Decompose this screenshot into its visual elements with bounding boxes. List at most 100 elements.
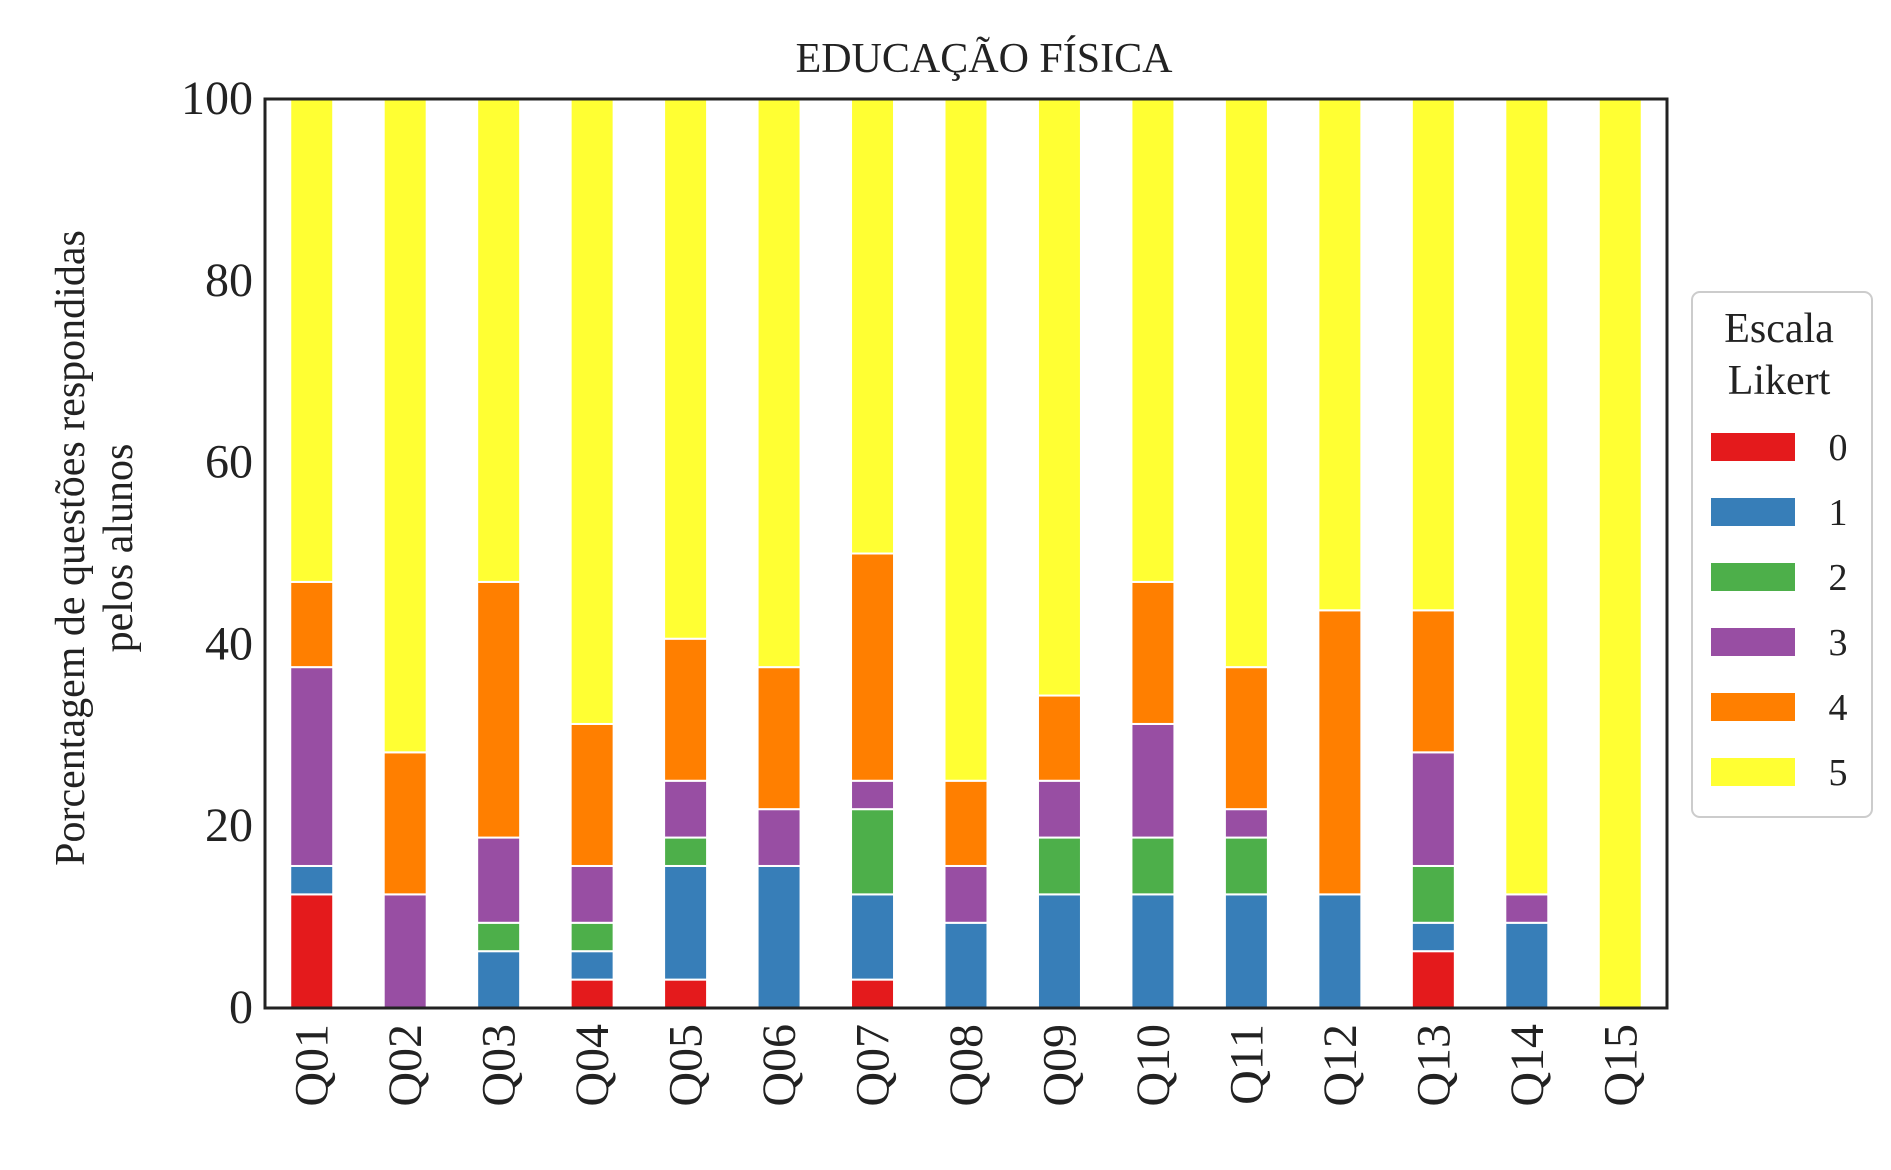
- bar-q10-level-5: [1130, 98, 1176, 583]
- x-tick-label-q12: Q12: [1314, 1024, 1367, 1107]
- bar-q11-level-3: [1223, 808, 1269, 839]
- legend-label-1: 1: [1829, 492, 1848, 534]
- bars: [289, 98, 1643, 1010]
- x-tick-label-q02: Q02: [379, 1024, 432, 1107]
- legend-label-4: 4: [1829, 687, 1848, 729]
- x-tick-label-q03: Q03: [473, 1024, 526, 1107]
- x-tick-label-q11: Q11: [1220, 1024, 1273, 1105]
- bar-q03-level-2: [476, 921, 522, 953]
- bar-q07-level-2: [850, 808, 896, 896]
- x-tick-label-q07: Q07: [847, 1024, 900, 1107]
- bar-q01-level-1: [289, 864, 335, 896]
- bar-q11-level-4: [1223, 666, 1269, 811]
- bar-q11-level-2: [1223, 836, 1269, 896]
- bar-q11-level-1: [1223, 893, 1269, 1010]
- bar-q04-level-0: [569, 978, 615, 1010]
- bar-q13-level-0: [1410, 950, 1456, 1010]
- legend-label-0: 0: [1829, 427, 1848, 469]
- x-tick-label-q05: Q05: [660, 1024, 713, 1107]
- y-tick-label-80: 80: [205, 254, 253, 307]
- bar-q15-level-5: [1597, 98, 1643, 1009]
- legend-label-3: 3: [1829, 622, 1848, 664]
- y-tick-label-0: 0: [229, 981, 253, 1034]
- bar-q08-level-1: [943, 921, 989, 1010]
- x-tick-label-q01: Q01: [286, 1024, 339, 1107]
- bar-q05-level-0: [663, 978, 709, 1010]
- bar-q09-level-1: [1036, 893, 1082, 1010]
- legend-title-line-1: Escala: [1724, 306, 1834, 352]
- x-tick-label-q13: Q13: [1407, 1024, 1460, 1107]
- bar-q08-level-4: [943, 779, 989, 867]
- x-tick-label-q04: Q04: [566, 1024, 619, 1107]
- bar-q07-level-4: [850, 552, 896, 782]
- legend-swatch-2: [1711, 563, 1795, 591]
- legend-box: [1691, 291, 1873, 818]
- y-axis-label-line-1: Porcentagem de questões respondidas: [48, 230, 94, 866]
- bar-q06-level-1: [756, 864, 802, 1009]
- bar-q05-level-5: [663, 98, 709, 640]
- y-axis-ticks: 0 20 40 60 80 100: [181, 72, 253, 1034]
- legend-items: 0 1 2 3 4 5: [1711, 427, 1848, 794]
- bar-q12-level-1: [1317, 893, 1363, 1010]
- y-tick-label-20: 20: [205, 799, 253, 852]
- bar-q05-level-3: [663, 779, 709, 839]
- bar-q10-level-3: [1130, 722, 1176, 839]
- legend: Escala Likert 0 1 2 3 4 5: [1691, 291, 1873, 818]
- bar-q04-level-4: [569, 722, 615, 867]
- bar-q09-level-3: [1036, 779, 1082, 839]
- legend-swatch-1: [1711, 498, 1795, 526]
- legend-label-5: 5: [1829, 752, 1848, 794]
- bar-q13-level-5: [1410, 98, 1456, 612]
- y-tick-label-60: 60: [205, 436, 253, 489]
- bar-q13-level-3: [1410, 751, 1456, 867]
- bar-q04-level-3: [569, 864, 615, 924]
- bar-q01-level-0: [289, 893, 335, 1010]
- chart-title: EDUCAÇÃO FÍSICA: [796, 35, 1174, 82]
- bar-q01-level-3: [289, 666, 335, 867]
- bar-q07-level-5: [850, 98, 896, 555]
- x-tick-label-q09: Q09: [1033, 1024, 1086, 1107]
- bar-q08-level-3: [943, 864, 989, 924]
- bar-q03-level-5: [476, 98, 522, 583]
- x-tick-label-q10: Q10: [1127, 1024, 1180, 1107]
- legend-title-line-2: Likert: [1728, 358, 1831, 404]
- x-axis-ticks: Q01 Q02 Q03 Q04 Q05 Q06 Q07 Q08 Q09 Q10 Q11 Q12 Q13 Q…: [286, 1024, 1648, 1107]
- bar-q04-level-1: [569, 950, 615, 981]
- bar-q09-level-5: [1036, 98, 1082, 697]
- x-tick-label-q08: Q08: [940, 1024, 993, 1107]
- bar-q01-level-4: [289, 580, 335, 669]
- bar-q09-level-2: [1036, 836, 1082, 896]
- bar-q03-level-4: [476, 580, 522, 839]
- bar-q08-level-5: [943, 98, 989, 782]
- bar-q14-level-3: [1504, 893, 1550, 924]
- bar-q10-level-4: [1130, 580, 1176, 725]
- plot-frame: [263, 97, 1669, 1010]
- bar-q10-level-1: [1130, 893, 1176, 1010]
- y-tick-label-40: 40: [205, 617, 253, 670]
- bar-q09-level-4: [1036, 694, 1082, 782]
- bar-q13-level-4: [1410, 609, 1456, 754]
- bar-q13-level-1: [1410, 921, 1456, 953]
- bar-q07-level-3: [850, 779, 896, 811]
- legend-swatch-0: [1711, 433, 1795, 461]
- bar-q14-level-1: [1504, 921, 1550, 1010]
- bar-q05-level-2: [663, 836, 709, 867]
- bar-q07-level-0: [850, 978, 896, 1010]
- bar-q02-level-4: [382, 751, 428, 896]
- bar-q06-level-4: [756, 666, 802, 811]
- legend-label-2: 2: [1829, 557, 1848, 599]
- bar-q06-level-5: [756, 98, 802, 669]
- bar-q14-level-5: [1504, 98, 1550, 896]
- y-axis-label-line-2: pelos alunos: [96, 444, 142, 653]
- bar-q03-level-3: [476, 836, 522, 924]
- bar-q05-level-1: [663, 864, 709, 981]
- x-tick-label-q14: Q14: [1501, 1024, 1554, 1107]
- bar-q05-level-4: [663, 637, 709, 782]
- bar-q13-level-2: [1410, 864, 1456, 924]
- y-tick-label-100: 100: [181, 72, 253, 125]
- bar-q01-level-5: [289, 98, 335, 583]
- legend-swatch-3: [1711, 628, 1795, 656]
- bar-q07-level-1: [850, 893, 896, 981]
- bar-q06-level-3: [756, 808, 802, 867]
